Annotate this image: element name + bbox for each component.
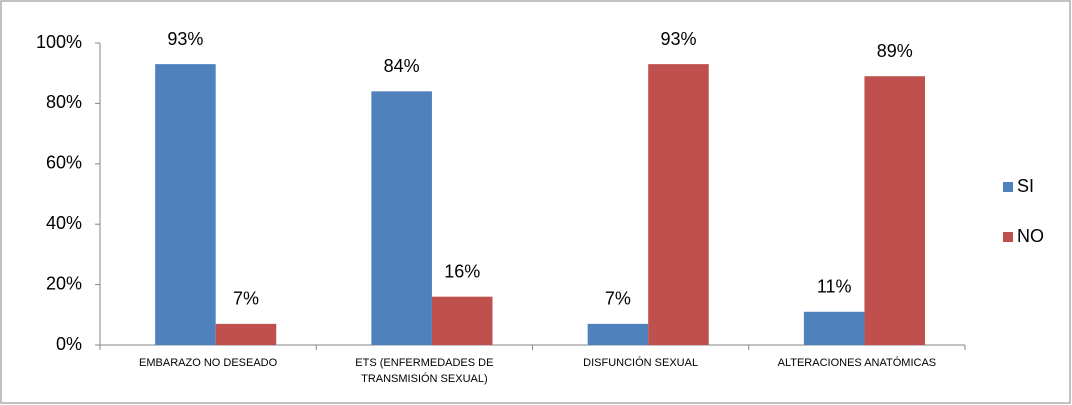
legend-swatch (1003, 232, 1013, 242)
bar (803, 311, 865, 345)
legend-label: SI (1017, 176, 1034, 196)
legend-swatch (1003, 182, 1013, 192)
y-tick-label: 20% (46, 273, 82, 293)
data-label: 93% (167, 29, 203, 49)
bar (587, 323, 649, 345)
x-tick-label: DISFUNCIÓN SEXUAL (583, 357, 699, 369)
data-label: 7% (605, 289, 631, 309)
y-tick-label: 60% (46, 153, 82, 173)
data-label: 93% (660, 29, 696, 49)
data-label: 11% (817, 277, 852, 297)
data-label: 7% (233, 289, 259, 309)
bar (215, 323, 277, 345)
y-tick-label: 0% (56, 334, 82, 354)
data-label: 84% (384, 56, 420, 76)
bar (864, 76, 925, 345)
y-tick-label: 80% (46, 92, 82, 112)
x-tick-label: EMBARAZO NO DESEADO (139, 357, 278, 369)
bar (431, 296, 493, 345)
data-label: 16% (444, 261, 480, 281)
y-tick-label: 40% (46, 213, 82, 233)
data-label: 89% (877, 41, 913, 61)
x-tick-label: ETS (ENFERMEDADES DE TRANSMISIÓN SEXUAL) (355, 357, 494, 385)
y-tick-label: 100% (36, 32, 82, 52)
legend-label: NO (1017, 226, 1044, 246)
x-tick-label: ALTERACIONES ANATÓMICAS (777, 357, 937, 369)
bar (371, 91, 432, 345)
bar (155, 64, 216, 345)
bar (648, 64, 709, 345)
